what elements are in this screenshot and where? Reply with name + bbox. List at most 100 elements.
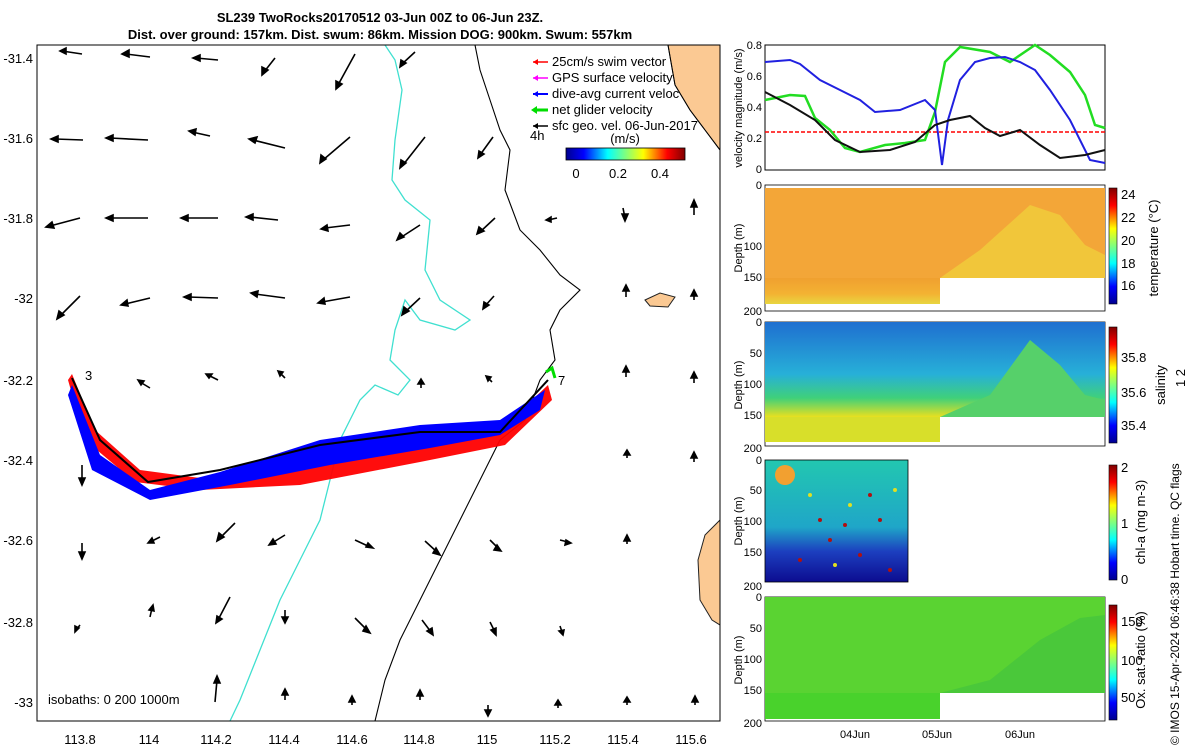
time-tick: 06Jun [1005, 729, 1035, 741]
depth-tick: 0 [756, 180, 762, 192]
depth-tick: 200 [744, 718, 762, 730]
depth-tick: 200 [744, 443, 762, 455]
velocity-ytick: 0.8 [747, 40, 762, 52]
island [644, 292, 676, 308]
legend-label: 25cm/s swim vector [552, 54, 667, 69]
time-tick: 04Jun [840, 729, 870, 741]
lat-tick: -31.8 [3, 211, 33, 226]
imos-credit: © IMOS 15-Apr-2024 06:46:38 Hobart time.… [1168, 463, 1182, 745]
isobaths-label: isobaths: 0 200 1000m [48, 692, 180, 707]
map-title-line2: Dist. over ground: 157km. Dist. swum: 86… [127, 27, 633, 42]
lon-tick: 115.2 [539, 732, 571, 747]
velocity-ylabel: velocity magnitude (m/s) [733, 48, 745, 167]
lat-tick: -32.4 [3, 453, 33, 468]
track-start-label: 3 [85, 368, 92, 383]
temperature-cb-label: temperature (°C) [1146, 200, 1161, 297]
legend-label: sfc geo. vel. 06-Jun-2017 [552, 118, 698, 133]
isobath-200 [229, 45, 472, 721]
salinity-ylabel: Depth (m) [733, 361, 745, 410]
oxygen-cb-tick: 100 [1121, 653, 1143, 668]
legend-label: dive-avg current veloc [552, 86, 680, 101]
colorbar-tick: 0.4 [651, 166, 669, 181]
legend-sfc-geo-velocity: sfc geo. vel. 06-Jun-2017 [533, 118, 698, 133]
legend-gps-velocity: GPS surface velocity [533, 70, 673, 85]
lat-tick: -32.6 [3, 533, 33, 548]
legend-dive-avg-current: dive-avg current veloc [533, 86, 680, 101]
temperature-cb-tick: 18 [1121, 256, 1135, 271]
lon-tick: 114.8 [403, 732, 435, 747]
chlorophyll-ylabel: Depth (m) [733, 497, 745, 546]
net-glider-velocity [545, 365, 557, 379]
chlorophyll-cb-label: chl-a (mg m-3) [1133, 480, 1148, 565]
velocity-ytick: 0 [756, 164, 762, 176]
temperature-colorbar [1108, 187, 1118, 305]
depth-tick: 0 [756, 317, 762, 329]
depth-tick: 0 [756, 592, 762, 604]
track-end-label: 7 [558, 373, 565, 388]
blue-current-velocity-line [764, 55, 1106, 166]
geostrophic-velocity-arrows [44, 46, 700, 718]
temperature-cb-tick: 24 [1121, 187, 1135, 202]
velocity-ytick: 0.2 [747, 133, 762, 145]
colorbar-tick: 0.2 [609, 166, 627, 181]
isobath-1000 [374, 45, 581, 721]
lon-tick: 113.8 [64, 732, 96, 747]
oxygen-colorbar [1108, 604, 1118, 721]
oxygen-ylabel: Depth (m) [733, 636, 745, 685]
current-velocity-band [68, 385, 545, 500]
temperature-cb-tick: 16 [1121, 278, 1135, 293]
salinity-cb-tick: 35.4 [1121, 418, 1146, 433]
four-hour-label: 4h [530, 128, 544, 143]
chlorophyll-cb-tick: 1 [1121, 516, 1128, 531]
lat-tick: -31.4 [3, 51, 33, 66]
depth-tick: 200 [744, 306, 762, 318]
chlorophyll-cb-tick: 2 [1121, 460, 1128, 475]
depth-tick: 50 [750, 348, 762, 360]
depth-tick: 150 [744, 547, 762, 559]
oxygen-cb-tick: 50 [1121, 690, 1135, 705]
chlorophyll-cb-tick: 0 [1121, 572, 1128, 587]
temperature-ylabel: Depth (m) [733, 224, 745, 273]
depth-tick: 150 [744, 272, 762, 284]
time-axis-ticks: 04Jun 05Jun 06Jun [840, 729, 1035, 741]
depth-tick: 100 [744, 241, 762, 253]
depth-tick: 0 [756, 455, 762, 467]
salinity-section: Depth (m) 0 50 100 150 200 35.8 35.6 35.… [733, 317, 1168, 455]
oxygen-section: Depth (m) 0 50 100 150 200 150 100 50 Ox… [733, 592, 1148, 730]
coastline [667, 45, 720, 151]
lon-tick: 114 [139, 732, 160, 747]
depth-tick: 150 [744, 685, 762, 697]
chlorophyll-colorbar [1108, 464, 1118, 581]
glider-track [71, 377, 549, 484]
map-legend: 25cm/s swim vector GPS surface velocity … [531, 54, 698, 133]
lat-tick: -32.8 [3, 615, 33, 630]
lon-tick: 115.6 [675, 732, 707, 747]
depth-tick: 100 [744, 516, 762, 528]
lon-tick: 114.2 [200, 732, 232, 747]
colorbar-tick: 0 [572, 166, 579, 181]
map-title-line1: SL239 TwoRocks20170512 03-Jun 00Z to 06-… [216, 10, 544, 25]
depth-tick: 50 [750, 623, 762, 635]
legend-label: net glider velocity [552, 102, 653, 117]
velocity-ytick: 0.4 [747, 102, 762, 114]
velocity-plot: velocity magnitude (m/s) 0.8 0.6 0.4 0.2… [733, 40, 1106, 176]
lat-tick: -33 [14, 695, 33, 710]
temperature-section: Depth (m) 0 100 150 200 24 22 20 18 16 t… [733, 180, 1161, 318]
oxygen-cb-tick: 150 [1121, 614, 1143, 629]
lat-tick: -31.6 [3, 131, 33, 146]
salinity-cb-tick: 35.8 [1121, 350, 1146, 365]
map-panel: -31.4 -31.6 -31.8 -32 -32.2 -32.4 -32.6 … [3, 44, 721, 747]
salinity-cb-label: salinity [1153, 365, 1168, 405]
lon-tick: 115.4 [607, 732, 639, 747]
temperature-cb-tick: 20 [1121, 233, 1135, 248]
lat-tick: -32 [14, 291, 33, 306]
black-velocity-line [764, 91, 1106, 160]
time-tick: 05Jun [922, 729, 952, 741]
depth-tick: 200 [744, 581, 762, 593]
depth-tick: 50 [750, 485, 762, 497]
land-mass-south [697, 519, 720, 626]
longitude-ticks: 113.8 114 114.2 114.4 114.6 114.8 115 11… [64, 732, 707, 747]
depth-tick: 100 [744, 654, 762, 666]
legend-net-glider-velocity: net glider velocity [531, 102, 653, 117]
